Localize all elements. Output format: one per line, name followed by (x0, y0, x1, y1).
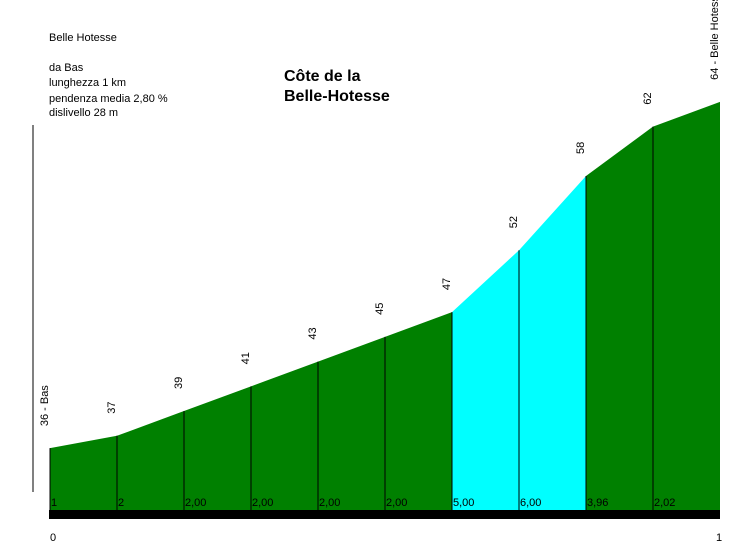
segment-gradient-label-8: 6,00 (520, 497, 541, 509)
info-length: lunghezza 1 km (49, 77, 127, 89)
info-elevation-gain: dislivello 28 m (49, 107, 119, 119)
profile-segment-8 (519, 176, 586, 511)
distance-tick-label-2: 1 (716, 532, 722, 544)
elevation-point-label-3: 39 (173, 377, 185, 389)
profile-segment-9 (586, 126, 653, 510)
elevation-point-label-10: 62 (642, 92, 654, 104)
distance-axis-bar (49, 510, 720, 519)
elevation-point-label-2: 37 (106, 402, 118, 414)
elevation-point-label-5: 43 (307, 327, 319, 339)
elevation-point-label-6: 45 (374, 303, 386, 315)
profile-segment-4 (251, 361, 318, 510)
distance-tick-label-1: 0 (50, 532, 56, 544)
segment-gradient-label-6: 2,00 (386, 497, 407, 509)
profile-segment-7 (452, 250, 519, 510)
segment-gradient-label-5: 2,00 (319, 497, 340, 509)
segment-gradient-label-3: 2,00 (185, 497, 206, 509)
segment-gradient-label-2: 2 (118, 497, 124, 509)
chart-title-line2: Belle-Hotesse (284, 88, 390, 105)
info-from: da Bas (49, 62, 84, 74)
segment-gradient-label-9: 3,96 (587, 497, 608, 509)
profile-segment-2 (117, 411, 184, 510)
segment-gradient-label-4: 2,00 (252, 497, 273, 509)
elevation-point-label-9: 58 (575, 142, 587, 154)
profile-segment-6 (385, 312, 452, 510)
elevation-point-label-4: 41 (240, 352, 252, 364)
segment-gradient-label-1: 1 (51, 497, 57, 509)
elevation-point-label-1: 36 - Bas (39, 385, 51, 426)
segment-gradient-label-7: 5,00 (453, 497, 474, 509)
info-gradient: pendenza media 2,80 % (49, 93, 168, 105)
elevation-point-label-8: 52 (508, 216, 520, 228)
segment-gradient-label-10: 2,02 (654, 497, 675, 509)
profile-segment-1 (50, 435, 117, 510)
profile-segment-3 (184, 386, 251, 510)
info-name: Belle Hotesse (49, 32, 117, 44)
elevation-point-label-7: 47 (441, 278, 453, 290)
chart-title-line1: Côte de la (284, 68, 361, 85)
chart-title: Côte de la Belle-Hotesse (284, 67, 390, 107)
profile-segment-10 (653, 101, 720, 510)
profile-segment-5 (318, 336, 385, 510)
elevation-point-label-11: 64 - Belle Hotesse (709, 0, 721, 80)
